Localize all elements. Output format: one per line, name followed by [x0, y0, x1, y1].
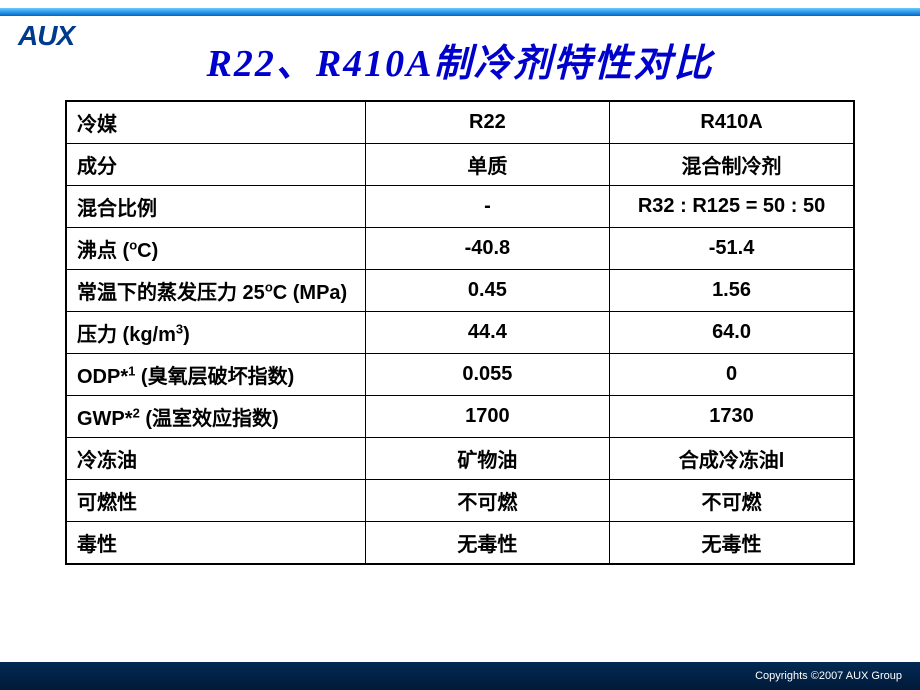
table-row: 沸点 (oC)-40.8-51.4 — [66, 228, 854, 270]
prop-cell: 混合比例 — [66, 186, 365, 228]
prop-cell: 压力 (kg/m3) — [66, 312, 365, 354]
r22-cell: 不可燃 — [365, 480, 609, 522]
comparison-table: 冷媒 R22 R410A 成分单质混合制冷剂混合比例-R32 : R125 = … — [65, 100, 855, 565]
col-header-r410a: R410A — [610, 101, 854, 144]
prop-cell: 沸点 (oC) — [66, 228, 365, 270]
table-row: ODP*1 (臭氧层破坏指数)0.0550 — [66, 354, 854, 396]
r410a-cell: -51.4 — [610, 228, 854, 270]
prop-cell: 常温下的蒸发压力 25oC (MPa) — [66, 270, 365, 312]
table-row: GWP*2 (温室效应指数)17001730 — [66, 396, 854, 438]
prop-cell: 可燃性 — [66, 480, 365, 522]
r410a-cell: 合成冷冻油l — [610, 438, 854, 480]
r410a-cell: 混合制冷剂 — [610, 144, 854, 186]
table-row: 混合比例-R32 : R125 = 50 : 50 — [66, 186, 854, 228]
r22-cell: 44.4 — [365, 312, 609, 354]
prop-cell: 冷冻油 — [66, 438, 365, 480]
table-row: 毒性无毒性无毒性 — [66, 522, 854, 565]
r22-cell: -40.8 — [365, 228, 609, 270]
r22-cell: 0.055 — [365, 354, 609, 396]
col-header-r22: R22 — [365, 101, 609, 144]
col-header-prop: 冷媒 — [66, 101, 365, 144]
table-row: 成分单质混合制冷剂 — [66, 144, 854, 186]
table-row: 可燃性不可燃不可燃 — [66, 480, 854, 522]
r22-cell: 1700 — [365, 396, 609, 438]
r22-cell: 矿物油 — [365, 438, 609, 480]
r22-cell: 无毒性 — [365, 522, 609, 565]
r22-cell: 单质 — [365, 144, 609, 186]
r410a-cell: 64.0 — [610, 312, 854, 354]
table-header-row: 冷媒 R22 R410A — [66, 101, 854, 144]
table-row: 压力 (kg/m3)44.464.0 — [66, 312, 854, 354]
prop-cell: 毒性 — [66, 522, 365, 565]
r410a-cell: 1730 — [610, 396, 854, 438]
prop-cell: GWP*2 (温室效应指数) — [66, 396, 365, 438]
r410a-cell: 不可燃 — [610, 480, 854, 522]
table-row: 冷冻油矿物油合成冷冻油l — [66, 438, 854, 480]
r410a-cell: 1.56 — [610, 270, 854, 312]
r22-cell: - — [365, 186, 609, 228]
r410a-cell: R32 : R125 = 50 : 50 — [610, 186, 854, 228]
prop-cell: ODP*1 (臭氧层破坏指数) — [66, 354, 365, 396]
r410a-cell: 0 — [610, 354, 854, 396]
prop-cell: 成分 — [66, 144, 365, 186]
table-row: 常温下的蒸发压力 25oC (MPa)0.451.56 — [66, 270, 854, 312]
r410a-cell: 无毒性 — [610, 522, 854, 565]
top-white-bar — [0, 0, 920, 8]
r22-cell: 0.45 — [365, 270, 609, 312]
footer-copyright: Copyrights ©2007 AUX Group — [0, 662, 920, 690]
blue-stripe — [0, 8, 920, 16]
slide-title: R22、R410A制冷剂特性对比 — [0, 32, 920, 87]
